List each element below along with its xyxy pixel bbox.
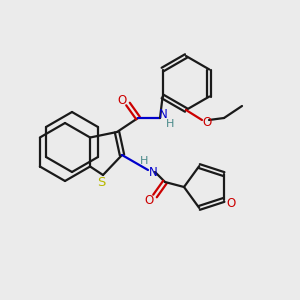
Text: O: O [144, 194, 154, 206]
Text: N: N [159, 109, 167, 122]
Text: N: N [148, 167, 158, 179]
Text: O: O [226, 197, 236, 210]
Text: O: O [117, 94, 127, 106]
Text: O: O [202, 116, 211, 130]
Text: H: H [166, 119, 174, 129]
Text: S: S [97, 176, 105, 188]
Text: H: H [140, 156, 148, 166]
